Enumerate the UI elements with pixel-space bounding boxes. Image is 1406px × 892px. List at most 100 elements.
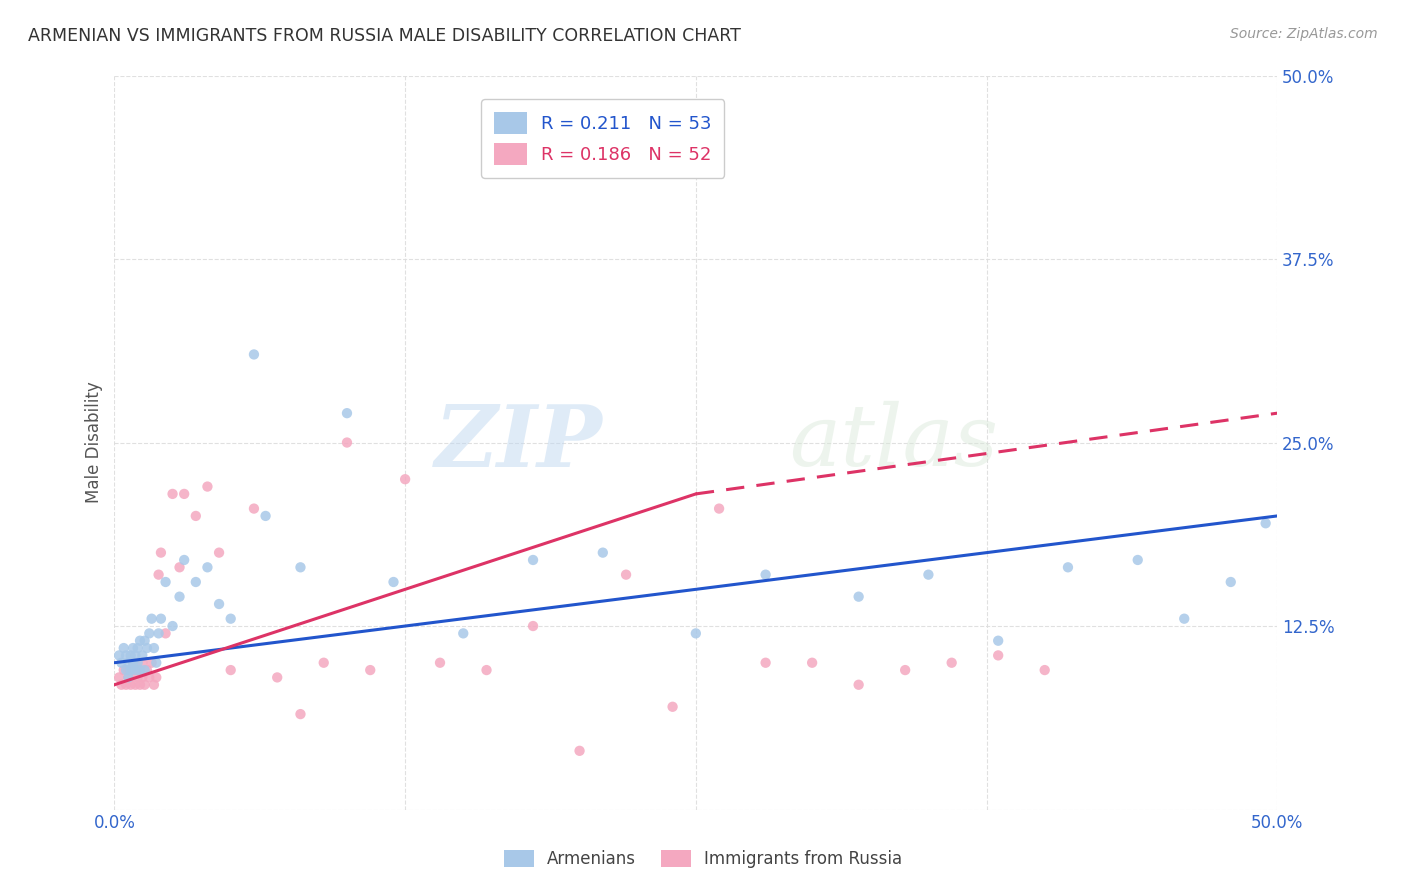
Point <box>429 656 451 670</box>
Point <box>129 633 152 648</box>
Point <box>122 656 145 670</box>
Point <box>112 641 135 656</box>
Point <box>122 641 145 656</box>
Point <box>290 560 312 574</box>
Point <box>115 663 138 677</box>
Point <box>108 670 131 684</box>
Point <box>122 663 145 677</box>
Legend: Armenians, Immigrants from Russia: Armenians, Immigrants from Russia <box>496 843 910 875</box>
Point <box>1033 663 1056 677</box>
Point <box>197 479 219 493</box>
Point <box>162 619 184 633</box>
Point <box>117 656 139 670</box>
Point <box>138 670 160 684</box>
Point <box>134 663 156 677</box>
Point <box>707 501 730 516</box>
Point <box>208 546 231 560</box>
Point <box>894 663 917 677</box>
Point <box>173 487 195 501</box>
Point <box>142 678 165 692</box>
Point <box>243 347 266 361</box>
Point <box>312 656 335 670</box>
Point <box>120 663 142 677</box>
Point <box>145 670 167 684</box>
Point <box>124 663 146 677</box>
Point <box>336 406 359 420</box>
Text: ARMENIAN VS IMMIGRANTS FROM RUSSIA MALE DISABILITY CORRELATION CHART: ARMENIAN VS IMMIGRANTS FROM RUSSIA MALE … <box>28 27 741 45</box>
Point <box>110 678 132 692</box>
Point <box>131 656 153 670</box>
Point <box>1254 516 1277 531</box>
Point <box>136 641 159 656</box>
Point <box>148 567 170 582</box>
Point <box>169 560 191 574</box>
Point <box>124 648 146 663</box>
Point <box>127 663 149 677</box>
Point <box>149 546 172 560</box>
Point <box>987 633 1010 648</box>
Text: atlas: atlas <box>789 401 998 483</box>
Point <box>112 663 135 677</box>
Point <box>382 574 405 589</box>
Point <box>254 508 277 523</box>
Point <box>394 472 416 486</box>
Point <box>131 648 153 663</box>
Point <box>1126 553 1149 567</box>
Point <box>149 612 172 626</box>
Point <box>266 670 288 684</box>
Point <box>987 648 1010 663</box>
Point <box>475 663 498 677</box>
Legend: R = 0.211   N = 53, R = 0.186   N = 52: R = 0.211 N = 53, R = 0.186 N = 52 <box>481 99 724 178</box>
Point <box>142 641 165 656</box>
Point <box>136 663 159 677</box>
Point <box>129 663 152 677</box>
Point <box>661 699 683 714</box>
Point <box>115 678 138 692</box>
Point <box>155 574 177 589</box>
Point <box>801 656 824 670</box>
Point <box>755 656 778 670</box>
Point <box>755 567 778 582</box>
Point <box>173 553 195 567</box>
Point <box>122 656 145 670</box>
Y-axis label: Male Disability: Male Disability <box>86 382 103 503</box>
Point <box>592 546 614 560</box>
Point <box>1173 612 1195 626</box>
Point <box>848 678 870 692</box>
Point <box>138 626 160 640</box>
Point <box>148 626 170 640</box>
Point <box>108 648 131 663</box>
Point <box>208 597 231 611</box>
Point <box>568 744 591 758</box>
Point <box>145 656 167 670</box>
Point <box>141 656 163 670</box>
Text: Source: ZipAtlas.com: Source: ZipAtlas.com <box>1230 27 1378 41</box>
Text: ZIP: ZIP <box>434 401 603 484</box>
Point <box>155 626 177 640</box>
Point <box>184 508 207 523</box>
Point <box>117 663 139 677</box>
Point <box>120 648 142 663</box>
Point <box>141 612 163 626</box>
Point <box>117 670 139 684</box>
Point <box>134 633 156 648</box>
Point <box>1219 574 1241 589</box>
Point <box>219 612 242 626</box>
Point <box>197 560 219 574</box>
Point <box>451 626 474 640</box>
Point <box>117 670 139 684</box>
Point <box>522 619 544 633</box>
Point <box>129 678 152 692</box>
Point <box>359 663 381 677</box>
Point <box>127 670 149 684</box>
Point <box>127 641 149 656</box>
Point <box>243 501 266 516</box>
Point <box>134 678 156 692</box>
Point <box>115 648 138 663</box>
Point <box>162 487 184 501</box>
Point <box>522 553 544 567</box>
Point <box>848 590 870 604</box>
Point <box>124 678 146 692</box>
Point <box>219 663 242 677</box>
Point <box>127 656 149 670</box>
